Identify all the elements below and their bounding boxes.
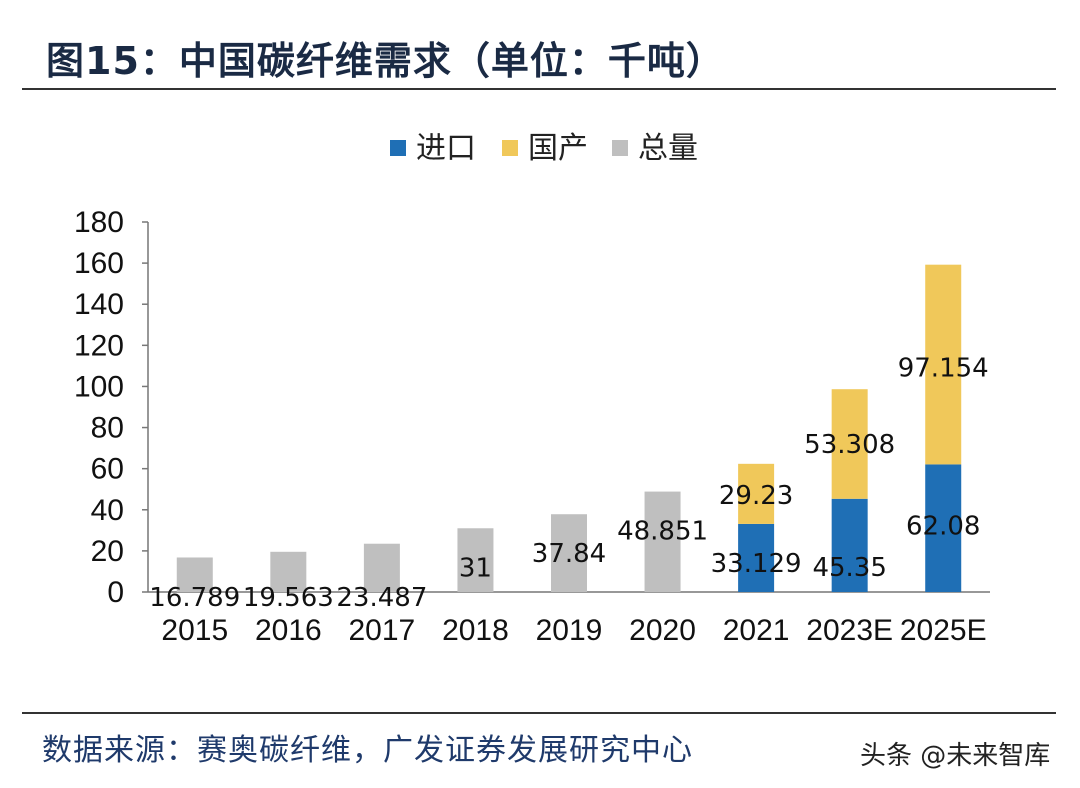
legend-swatch-1 bbox=[390, 140, 406, 156]
data-label-2025E-国产: 97.154 bbox=[898, 354, 989, 384]
y-tick-label: 80 bbox=[91, 412, 124, 445]
legend-label-2: 国产 bbox=[528, 131, 588, 166]
x-tick-label: 2018 bbox=[442, 614, 509, 647]
bar-2018-总量 bbox=[457, 528, 494, 592]
data-label-2017-总量: 23.487 bbox=[336, 583, 427, 613]
chart-title: 图15：中国碳纤维需求（单位：千吨） bbox=[46, 39, 725, 83]
bar-2025E-进口 bbox=[925, 464, 962, 592]
bar-2020-总量 bbox=[644, 491, 681, 592]
watermark: 头条 @未来智库 bbox=[860, 741, 1051, 771]
bar-2023E-国产 bbox=[831, 389, 868, 499]
data-label-2015-总量: 16.789 bbox=[149, 583, 240, 613]
data-label-2023E-进口: 45.35 bbox=[812, 553, 886, 583]
data-label-2019-总量: 37.84 bbox=[532, 539, 606, 569]
bar-2021-国产 bbox=[738, 463, 775, 524]
legend-swatch-2 bbox=[502, 140, 518, 156]
x-tick-label: 2019 bbox=[536, 614, 603, 647]
x-tick-label: 2025E bbox=[900, 614, 987, 647]
data-label-2018-总量: 31 bbox=[459, 553, 492, 583]
legend-label-3: 总量 bbox=[638, 131, 698, 166]
data-source: 数据来源：赛奥碳纤维，广发证券发展研究中心 bbox=[42, 733, 693, 768]
y-tick-label: 140 bbox=[74, 288, 124, 321]
data-label-2021-国产: 29.23 bbox=[719, 481, 793, 511]
data-label-2016-总量: 19.563 bbox=[243, 583, 334, 613]
bar-2021-进口 bbox=[738, 523, 775, 592]
bar-2025E-国产 bbox=[925, 264, 962, 465]
data-label-2020-总量: 48.851 bbox=[617, 517, 708, 547]
y-tick-label: 160 bbox=[74, 247, 124, 280]
y-tick-label: 0 bbox=[107, 576, 124, 609]
title-divider bbox=[22, 88, 1056, 90]
x-tick-label: 2020 bbox=[629, 614, 696, 647]
bar-2019-总量 bbox=[551, 514, 587, 592]
legend-swatch-3 bbox=[612, 140, 628, 156]
footer-divider bbox=[22, 712, 1056, 714]
legend-label-1: 进口 bbox=[416, 131, 476, 166]
stacked-bar-chart: 进口 国产 总量 0 20 40 60 80 100 120 140 160 180 2015 2016 20… bbox=[74, 131, 990, 647]
bar-2015-总量 bbox=[176, 557, 213, 592]
x-tick-label: 2017 bbox=[349, 614, 416, 647]
x-tick-label: 2021 bbox=[723, 614, 790, 647]
x-tick-label: 2015 bbox=[161, 614, 228, 647]
data-label-2023E-国产: 53.308 bbox=[804, 430, 895, 460]
y-tick-label: 60 bbox=[91, 453, 124, 486]
y-tick-label: 40 bbox=[91, 494, 124, 527]
bar-2016-总量 bbox=[270, 551, 307, 592]
y-tick-label: 120 bbox=[74, 329, 124, 362]
bar-2023E-进口 bbox=[831, 498, 868, 592]
x-tick-label: 2023E bbox=[806, 614, 893, 647]
x-tick-label: 2016 bbox=[255, 614, 322, 647]
bar-2017-总量 bbox=[363, 543, 400, 592]
data-label-2021-进口: 33.129 bbox=[711, 549, 802, 579]
y-tick-label: 180 bbox=[74, 206, 124, 239]
y-tick-label: 20 bbox=[91, 535, 124, 568]
y-tick-label: 100 bbox=[74, 370, 124, 403]
data-label-2025E-进口: 62.08 bbox=[906, 512, 980, 542]
